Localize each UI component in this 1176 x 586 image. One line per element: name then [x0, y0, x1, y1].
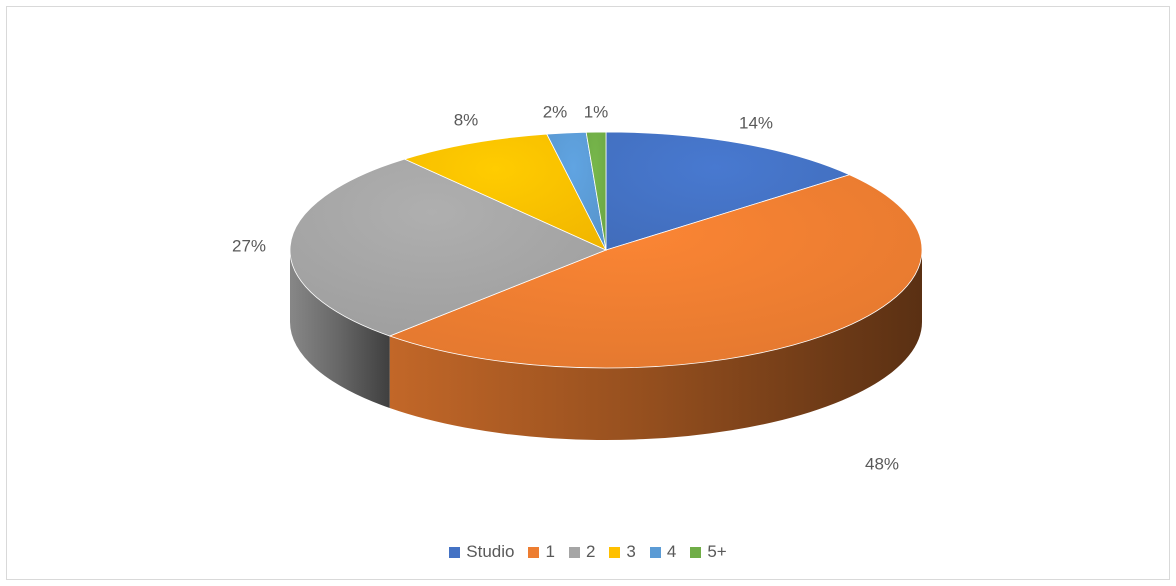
- legend-swatch: [649, 546, 661, 558]
- pie-sides: [290, 250, 922, 440]
- legend-label: 1: [545, 542, 555, 561]
- legend-item-5+: 5+: [690, 542, 727, 562]
- legend-label: 3: [626, 542, 636, 561]
- pie-side-1: [389, 250, 922, 440]
- legend-swatch: [568, 546, 580, 558]
- chart-legend: Studio 1 2 3 4 5+: [0, 538, 1176, 566]
- pie-side-2: [290, 250, 390, 409]
- pie-slice-3: [403, 133, 607, 251]
- data-label-Studio: 14%: [739, 113, 773, 132]
- legend-item-2: 2: [568, 542, 596, 562]
- legend-item-4: 4: [649, 542, 677, 562]
- legend-label: Studio: [466, 542, 515, 561]
- legend-label: 4: [666, 542, 677, 561]
- pie-slice-5+: [585, 131, 607, 251]
- legend-item-1: 1: [528, 542, 555, 562]
- data-label-1: 48%: [865, 454, 899, 473]
- pie-slice-2: [289, 158, 608, 337]
- legend-swatch: [609, 546, 621, 558]
- data-label-4: 2%: [543, 102, 568, 121]
- pie-slice-1: [388, 174, 923, 369]
- data-label-5+: 1%: [584, 102, 609, 121]
- legend-swatch: [449, 546, 461, 558]
- data-label-2: 27%: [232, 236, 266, 255]
- pie-tops: [289, 131, 923, 369]
- legend-label: 2: [585, 542, 596, 561]
- legend-swatch: [690, 546, 702, 558]
- legend-item-3: 3: [609, 542, 636, 562]
- data-label-3: 8%: [454, 110, 479, 129]
- pie-data-labels: 14% 48% 27% 8% 2% 1%: [232, 102, 899, 473]
- legend-label: 5+: [707, 542, 727, 561]
- legend-swatch: [528, 546, 540, 558]
- legend-item-Studio: Studio: [449, 542, 514, 562]
- pie-slice-Studio: [605, 131, 851, 251]
